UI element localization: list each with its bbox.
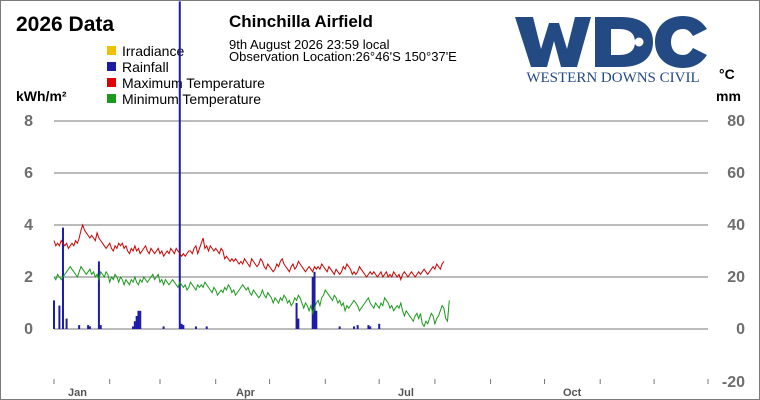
rainfall-bar (311, 277, 314, 329)
rainfall-bar (65, 318, 68, 329)
rainfall-bar (295, 303, 298, 329)
right-tick-label: -20 (721, 374, 745, 391)
rainfall-bar (313, 271, 316, 329)
rainfall-bar (367, 325, 370, 329)
right-tick-label: 80 (727, 113, 745, 130)
rainfall-bar (99, 325, 102, 329)
rainfall-bar (88, 326, 91, 329)
rainfall-bar (369, 326, 372, 329)
rainfall-bars (53, 1, 381, 330)
legend-label: Rainfall (122, 59, 169, 75)
observation-datetime: 9th August 2026 23:59 local (229, 37, 390, 52)
rainfall-bar (135, 316, 138, 329)
legend-swatch-irradiance (107, 46, 116, 55)
rainfall-bar (194, 326, 197, 329)
right-tick-label: 20 (727, 269, 745, 286)
left-tick-label: 8 (24, 113, 33, 130)
month-label-oct: Oct (563, 387, 582, 399)
min-temperature-line (53, 265, 450, 328)
logo-subtitle: WESTERN DOWNS CIVIL (526, 70, 699, 86)
rainfall-bar (378, 323, 381, 329)
right-axis-unit-temp: °C (719, 66, 735, 82)
rainfall-bar (87, 325, 90, 329)
legend-label: Irradiance (122, 43, 185, 59)
rainfall-bar (53, 300, 55, 329)
left-tick-label: 0 (24, 321, 33, 338)
rainfall-bar (297, 318, 300, 329)
rainfall-bar (97, 261, 100, 329)
legend-label: Maximum Temperature (122, 75, 265, 91)
right-axis-unit-rain: mm (716, 88, 741, 104)
left-axis-unit: kWh/m² (16, 88, 67, 104)
rainfall-bar (132, 326, 135, 329)
legend-swatch-rainfall (107, 62, 116, 71)
station-name: Chinchilla Airfield (229, 12, 373, 31)
rainfall-bar (205, 326, 208, 329)
rainfall-bar (78, 325, 81, 329)
rainfall-bar (338, 326, 341, 329)
rainfall-bar (182, 325, 185, 329)
max-temperature-line (53, 223, 445, 282)
x-axis-ticks (53, 379, 709, 384)
rainfall-bar (58, 305, 61, 329)
data-year-title: 2026 Data (16, 13, 115, 36)
rainfall-bar (137, 310, 140, 329)
left-tick-label: 6 (24, 165, 33, 182)
rainfall-bar (162, 326, 165, 329)
right-tick-label: 0 (736, 321, 745, 338)
legend-swatch-min-temp (107, 94, 116, 103)
rainfall-bar (178, 1, 181, 330)
wdc-logo: WESTERN DOWNS CIVIL (515, 16, 707, 86)
rainfall-bar (61, 227, 64, 329)
legend-item-max-temp: Maximum Temperature (107, 75, 265, 91)
legend-item-min-temp: Minimum Temperature (107, 91, 261, 107)
left-tick-label: 4 (24, 217, 33, 234)
temperature-lines (53, 223, 450, 328)
rainfall-bar (180, 323, 183, 329)
left-tick-label: 2 (24, 269, 33, 286)
rainfall-bar (315, 310, 318, 329)
observation-location: Observation Location:26°46'S 150°37'E (229, 49, 457, 64)
month-label-jul: Jul (398, 387, 414, 399)
month-label-jan: Jan (68, 387, 87, 399)
right-tick-label: 60 (727, 165, 745, 182)
rainfall-bar (139, 310, 142, 329)
month-label-apr: Apr (236, 387, 255, 399)
rainfall-bar (353, 326, 356, 329)
right-tick-label: 40 (727, 217, 745, 234)
rainfall-bar (356, 325, 359, 329)
grid-layer (54, 120, 708, 330)
legend-label: Minimum Temperature (122, 91, 262, 107)
legend-swatch-max-temp (107, 78, 116, 87)
legend-item-irradiance: Irradiance (107, 43, 184, 59)
legend-item-rainfall: Rainfall (107, 59, 169, 75)
rainfall-bar (133, 321, 136, 329)
